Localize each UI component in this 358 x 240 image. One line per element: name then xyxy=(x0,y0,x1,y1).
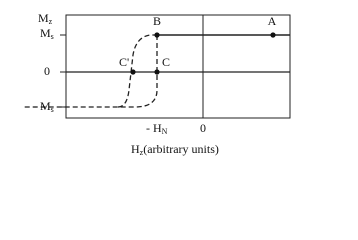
label-b: B xyxy=(153,14,161,28)
label-a: A xyxy=(268,14,277,28)
neg-ms-prefix: - xyxy=(33,99,40,113)
y-axis-main: M xyxy=(38,11,49,25)
point-c xyxy=(154,69,160,75)
neg-hn-sub: N xyxy=(162,127,168,136)
label-c: C xyxy=(162,55,170,69)
point-c-prime xyxy=(130,69,136,75)
neg-hn-main: H xyxy=(153,121,162,135)
point-a xyxy=(270,32,276,38)
ms-sub: s xyxy=(51,32,54,41)
x-axis-suffix: (arbitrary units) xyxy=(143,142,219,156)
ms-label: Ms xyxy=(40,26,54,41)
point-b xyxy=(154,32,160,38)
label-c-prime: C' xyxy=(119,55,129,69)
y-axis-label: Mz xyxy=(38,11,53,26)
y-axis-sub: z xyxy=(49,17,53,26)
x-axis-sub: z xyxy=(140,148,144,157)
ms-main: M xyxy=(40,26,51,40)
neg-ms-main: M xyxy=(40,99,51,113)
x-axis-main: H xyxy=(131,142,140,156)
zero-x-label: 0 xyxy=(200,121,206,135)
neg-hn-label: - HN xyxy=(146,121,168,136)
hysteresis-diagram: A B C C' Mz Ms 0 - Ms - HN 0 Hz(arbitrar… xyxy=(22,11,291,157)
x-axis-label: Hz(arbitrary units) xyxy=(131,142,219,157)
plot-frame xyxy=(65,14,291,119)
neg-ms-sub: s xyxy=(51,105,54,114)
descending-branch xyxy=(22,35,158,108)
ascending-branch xyxy=(117,34,157,108)
neg-ms-label: - Ms xyxy=(33,99,54,114)
neg-hn-prefix: - xyxy=(146,121,153,135)
zero-y-label: 0 xyxy=(44,64,50,78)
